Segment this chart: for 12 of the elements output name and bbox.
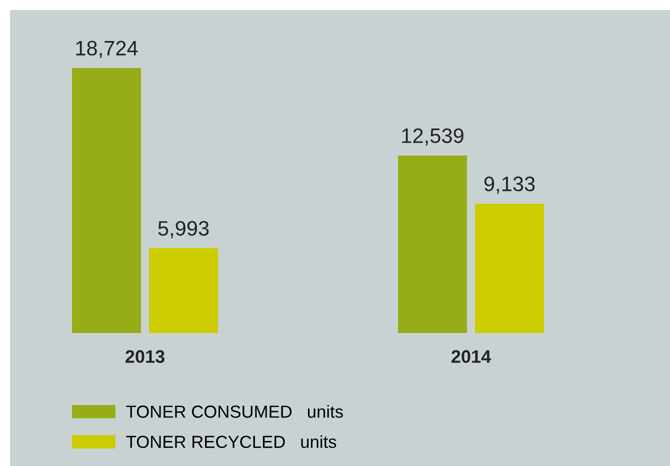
data-label: 12,539 (402, 128, 464, 146)
data-label: 18,724 (76, 40, 138, 58)
bar (72, 68, 141, 333)
bar (149, 248, 218, 333)
bar (475, 204, 544, 333)
legend-label: TONER RECYCLED units (126, 435, 336, 448)
bar (398, 156, 467, 333)
x-tick-label: 2014 (452, 350, 491, 363)
legend-label: TONER CONSUMED units (126, 405, 343, 418)
data-label: 9,133 (484, 176, 535, 194)
x-tick-label: 2013 (126, 350, 164, 363)
data-label: 5,993 (158, 220, 209, 238)
